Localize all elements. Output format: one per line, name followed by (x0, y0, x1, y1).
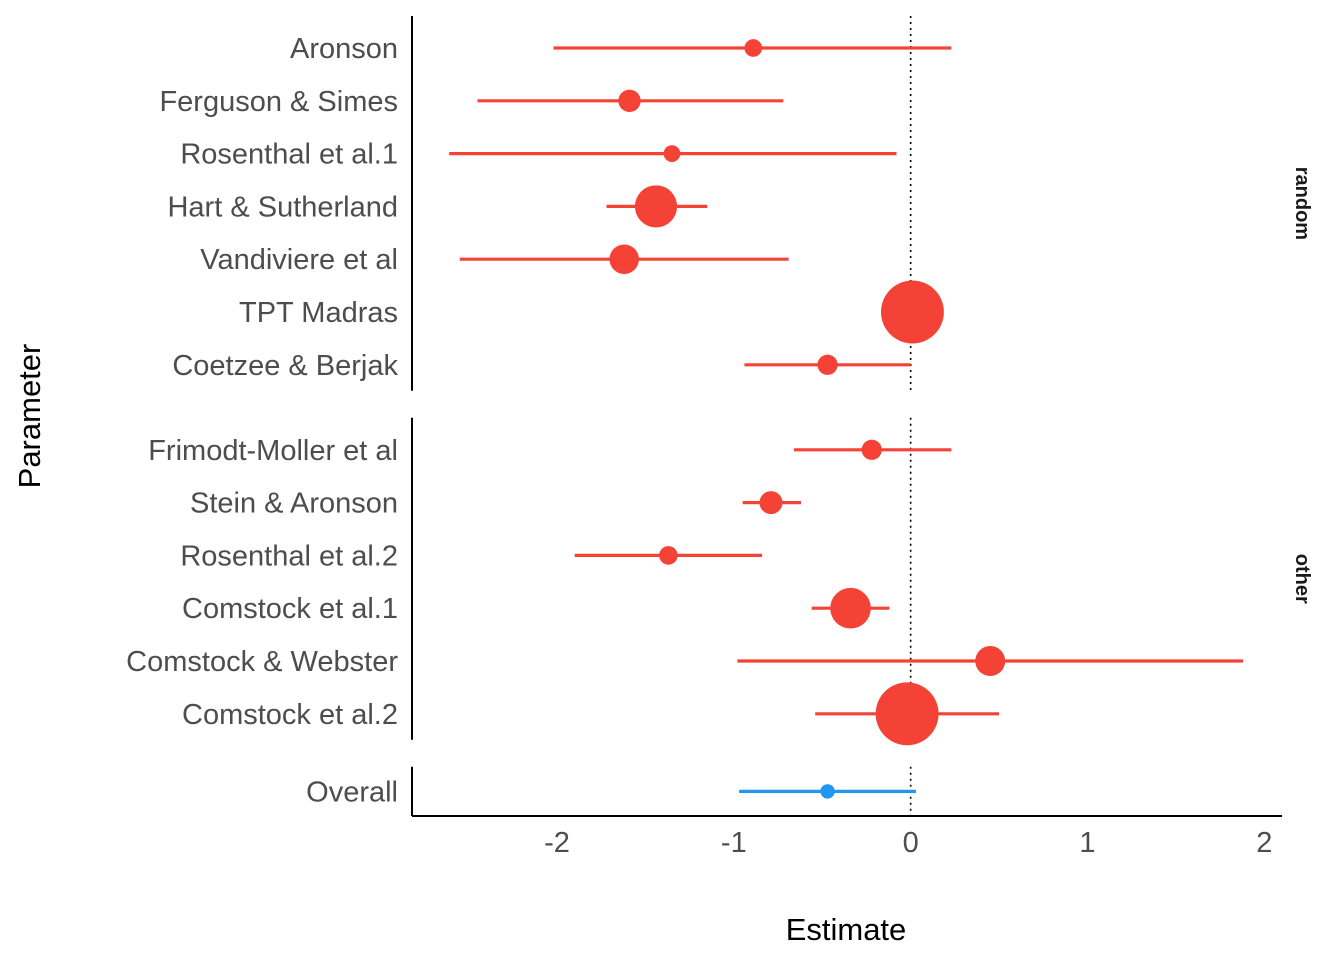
y-tick-label-comstock-et-al-2: Comstock et al.2 (182, 699, 398, 731)
y-tick-label-rosenthal-et-al-1: Rosenthal et al.1 (180, 139, 398, 171)
y-tick-label-overall: Overall (306, 776, 398, 808)
point-aronson (744, 39, 763, 57)
panel-strip-layer: random other (1291, 167, 1313, 604)
y-axis-title: Parameter (12, 344, 47, 489)
point-frimodt-moller-et-al (861, 439, 882, 460)
point-ferguson-simes (618, 89, 641, 112)
y-tick-label-comstock-webster: Comstock & Webster (126, 646, 398, 678)
axes-layer (411, 16, 1282, 817)
x-tick-layer: -2 -1 0 1 2 (544, 827, 1272, 859)
point-tpt-madras (880, 280, 944, 344)
x-axis-title: Estimate (786, 912, 907, 947)
strip-label-random: random (1291, 167, 1313, 240)
y-tick-label-hart-sutherland: Hart & Sutherland (167, 191, 398, 223)
y-tick-label-coetzee-berjak: Coetzee & Berjak (172, 350, 398, 382)
y-tick-label-comstock-et-al-1: Comstock et al.1 (182, 593, 398, 625)
confidence-interval-layer (449, 46, 1244, 794)
y-tick-label-stein-aronson: Stein & Aronson (190, 488, 398, 520)
x-tick-label-1: 1 (1079, 827, 1095, 859)
point-vandiviere-et-al (609, 244, 639, 274)
point-stein-aronson (759, 491, 783, 515)
x-tick-label-1: -1 (721, 827, 747, 859)
point-comstock-webster (975, 646, 1006, 676)
strip-label-other: other (1291, 554, 1313, 604)
x-tick-label-2: 2 (1256, 827, 1272, 859)
x-tick-label-0: 0 (903, 827, 919, 859)
point-rosenthal-et-al-1 (663, 145, 681, 162)
y-tick-label-aronson: Aronson (290, 33, 398, 65)
point-overall (820, 784, 835, 799)
point-comstock-et-al-1 (830, 587, 871, 629)
y-tick-label-tpt-madras: TPT Madras (239, 297, 398, 329)
x-tick-label-2: -2 (544, 827, 570, 859)
y-tick-label-ferguson-simes: Ferguson & Simes (159, 86, 398, 118)
point-comstock-et-al-2 (875, 682, 939, 746)
y-tick-label-rosenthal-et-al-2: Rosenthal et al.2 (180, 540, 398, 572)
y-tick-label-layer: Aronson Ferguson & Simes Rosenthal et al.1… (126, 33, 398, 808)
point-hart-sutherland (634, 185, 678, 228)
point-coetzee-berjak (817, 354, 838, 375)
point-estimate-layer (609, 39, 1006, 799)
y-tick-label-vandiviere-et-al: Vandiviere et al (200, 244, 398, 276)
point-rosenthal-et-al-2 (659, 546, 678, 565)
y-tick-label-frimodt-moller-et-al: Frimodt-Moller et al (148, 435, 398, 467)
